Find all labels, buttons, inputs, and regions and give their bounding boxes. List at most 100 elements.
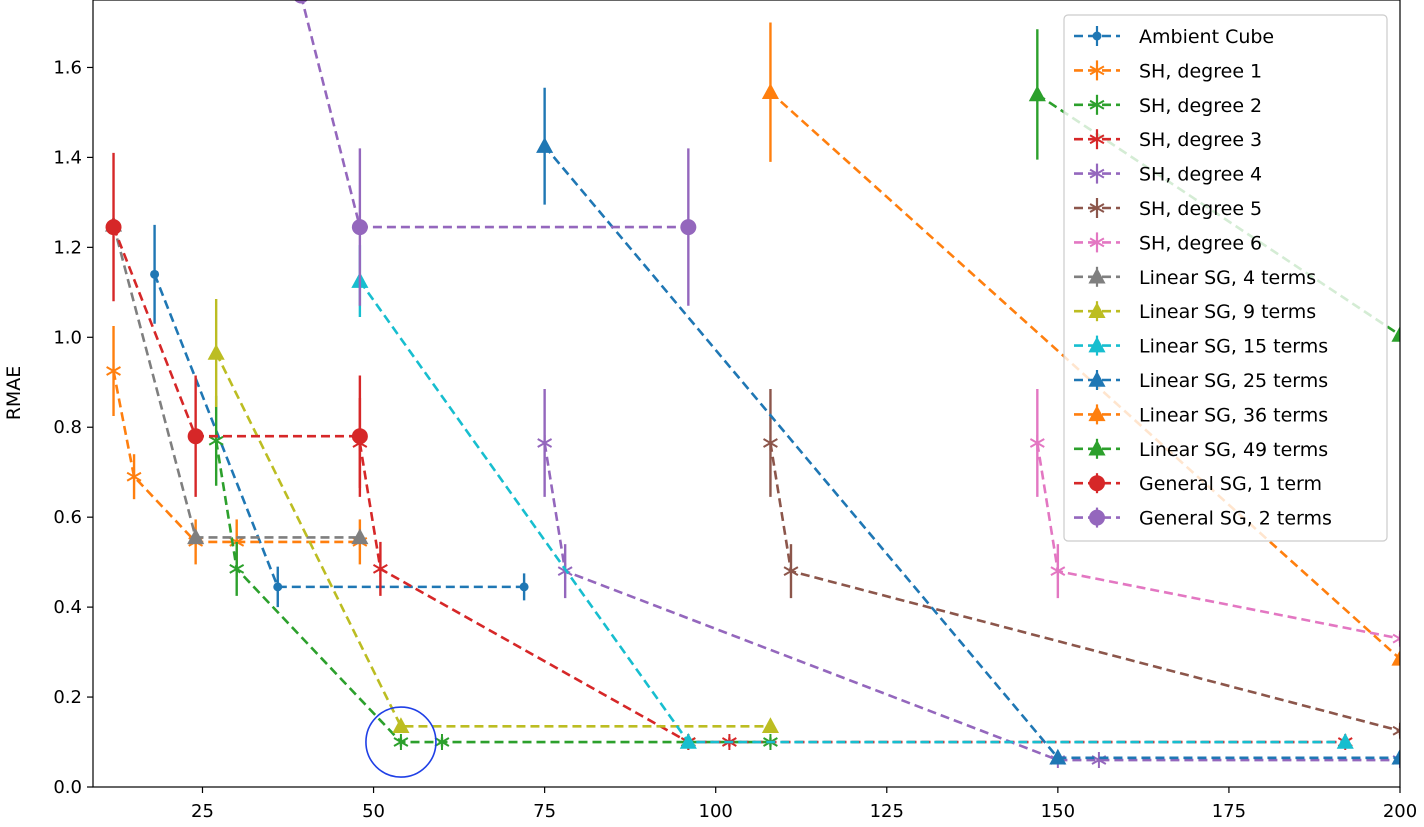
x-tick-label: 200 <box>1383 801 1417 822</box>
x-tick-label: 25 <box>191 801 214 822</box>
data-point <box>680 219 697 236</box>
x-tick-label: 125 <box>870 801 904 822</box>
y-tick-label: 1.6 <box>53 57 82 78</box>
legend-marker <box>1089 234 1105 251</box>
y-tick-label: 1.2 <box>53 237 82 258</box>
data-point <box>187 428 204 445</box>
x-tick-label: 50 <box>362 801 385 822</box>
data-point <box>229 560 245 577</box>
y-tick-label: 0.2 <box>53 687 82 708</box>
data-point <box>372 560 388 577</box>
legend <box>1063 14 1388 542</box>
data-point <box>1049 748 1067 765</box>
legend-marker <box>1088 302 1106 318</box>
legend-label: General SG, 1 term <box>1139 473 1322 495</box>
data-point <box>537 434 553 451</box>
legend-label: Linear SG, 9 terms <box>1139 301 1316 323</box>
legend-item: SH, degree 4 <box>1074 163 1262 186</box>
legend-label: Linear SG, 49 terms <box>1139 439 1328 461</box>
series-general-sg-2-terms <box>294 0 697 306</box>
series-linear-sg-25-terms <box>536 87 1400 765</box>
legend-item: SH, degree 2 <box>1074 94 1262 117</box>
legend-marker <box>1092 31 1102 41</box>
x-tick-label: 175 <box>1212 801 1246 822</box>
data-point <box>519 582 529 592</box>
legend-item: Linear SG, 36 terms <box>1074 404 1328 426</box>
legend-marker <box>1089 131 1105 148</box>
data-point <box>207 344 225 360</box>
legend-item: SH, degree 5 <box>1074 198 1262 220</box>
y-tick-label: 0.0 <box>53 777 82 798</box>
data-point <box>783 563 799 580</box>
data-point <box>187 528 205 545</box>
legend-marker <box>1088 405 1106 422</box>
series-sh-degree-5 <box>763 389 1400 739</box>
legend-item: Linear SG, 9 terms <box>1074 301 1316 323</box>
legend-marker <box>1089 165 1105 182</box>
legend-item: Linear SG, 25 terms <box>1074 370 1328 392</box>
data-point <box>351 219 368 236</box>
legend-marker <box>1089 509 1105 526</box>
data-point <box>761 717 780 734</box>
legend-marker <box>1088 371 1106 387</box>
legend-item: General SG, 2 terms <box>1074 508 1332 530</box>
x-tick-label: 150 <box>1041 801 1075 822</box>
data-point <box>273 582 283 592</box>
legend-marker <box>1089 200 1105 216</box>
legend-marker <box>1088 336 1106 353</box>
legend-item: SH, degree 1 <box>1074 60 1262 82</box>
series-linear-sg-9-terms <box>207 299 780 734</box>
series-sh-degree-6 <box>1029 389 1400 647</box>
legend-label: General SG, 2 terms <box>1139 508 1332 530</box>
data-point <box>1028 85 1046 102</box>
legend-label: Linear SG, 25 terms <box>1139 370 1328 392</box>
legend-marker <box>1088 439 1106 456</box>
data-point <box>679 733 697 749</box>
data-point <box>1029 434 1045 451</box>
y-tick-label: 0.4 <box>53 597 82 618</box>
highlight-circle <box>365 706 437 778</box>
data-point <box>434 734 450 751</box>
y-axis-label: RMAE <box>3 366 25 421</box>
legend-label: SH, degree 5 <box>1139 198 1262 220</box>
data-point <box>105 219 122 236</box>
data-point <box>351 428 368 445</box>
data-point <box>1050 563 1066 580</box>
legend-item: Ambient Cube <box>1074 26 1274 48</box>
legend-label: SH, degree 2 <box>1139 95 1262 117</box>
legend-item: SH, degree 3 <box>1074 129 1262 151</box>
data-point <box>1391 748 1400 765</box>
series-general-sg-1-term <box>105 152 368 497</box>
x-tick-label: 75 <box>533 801 556 822</box>
data-point <box>150 269 160 279</box>
data-point <box>126 468 142 485</box>
y-tick-label: 0.8 <box>53 417 82 438</box>
y-tick-label: 0.6 <box>53 507 82 528</box>
legend-item: Linear SG, 15 terms <box>1074 335 1328 358</box>
data-point <box>1392 630 1400 647</box>
legend-label: Linear SG, 15 terms <box>1139 336 1328 358</box>
data-point <box>106 363 121 380</box>
legend-item: General SG, 1 term <box>1074 473 1322 495</box>
data-point <box>392 717 410 734</box>
data-point <box>761 83 780 99</box>
data-point <box>294 0 308 4</box>
legend-marker <box>1089 475 1105 492</box>
legend-label: Linear SG, 36 terms <box>1139 404 1328 426</box>
data-point <box>1391 649 1400 666</box>
plot-frame <box>92 0 1401 788</box>
legend-item: Linear SG, 4 terms <box>1074 266 1316 289</box>
legend-marker <box>1088 267 1106 284</box>
data-point <box>393 734 409 751</box>
legend-label: SH, degree 1 <box>1139 60 1262 82</box>
y-tick-label: 1.4 <box>53 147 82 168</box>
series-line <box>215 352 771 728</box>
legend-item: SH, degree 6 <box>1074 232 1262 254</box>
legend-label: Ambient Cube <box>1139 26 1274 48</box>
legend-label: SH, degree 4 <box>1139 164 1262 186</box>
legend-label: SH, degree 3 <box>1139 129 1262 151</box>
data-point <box>536 137 554 153</box>
series-ambient-cube <box>150 224 529 608</box>
legend-label: SH, degree 6 <box>1139 232 1262 254</box>
